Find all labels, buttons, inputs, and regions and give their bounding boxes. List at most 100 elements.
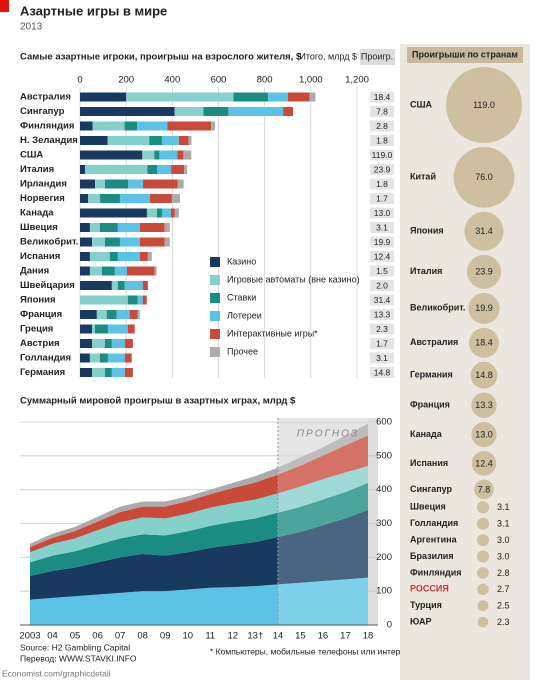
- bar-segment: [92, 339, 105, 348]
- bubble: [474, 479, 494, 500]
- total-value: 31.4: [374, 295, 391, 305]
- total-box: [370, 367, 394, 378]
- total-value: 23.9: [374, 164, 391, 174]
- site: Economist.com/graphicdetail: [2, 668, 111, 678]
- total-box: [370, 251, 394, 262]
- total-value: 3.1: [376, 222, 388, 232]
- bar-segment: [119, 194, 150, 203]
- total-value: 19.9: [374, 237, 391, 247]
- total-box: [370, 280, 394, 291]
- legend-label: Интерактивные игры*: [227, 328, 318, 338]
- bar-segment: [80, 208, 147, 218]
- footnote: * Компьютеры, мобильные телефоны или инт…: [210, 646, 450, 656]
- y-tick-label: 500: [376, 450, 392, 461]
- bubble-value: 3.1: [497, 519, 510, 529]
- bubble-title: Проигрыши по странам: [412, 49, 518, 59]
- bubble-value: 12.4: [475, 458, 493, 468]
- bar-segment: [80, 107, 175, 116]
- total-value: 18.4: [374, 92, 391, 102]
- bubble: [464, 211, 504, 251]
- bubble: [477, 600, 489, 612]
- total-box: [370, 164, 394, 175]
- area-layer: [30, 435, 368, 553]
- bar-segment: [89, 266, 102, 276]
- bubble-country: Бразилия: [410, 551, 454, 561]
- bar-segment: [127, 324, 135, 334]
- bar-segment: [233, 92, 269, 102]
- bar-segment: [167, 121, 212, 131]
- bar-segment: [80, 136, 108, 145]
- x-tick-label: 10: [182, 631, 193, 642]
- bar-segment: [104, 368, 112, 377]
- total-value: 3.1: [376, 353, 388, 363]
- bar-segment: [80, 179, 96, 189]
- category-label: Австрия: [20, 338, 60, 349]
- bar-title: Самые азартные игроки, проигрыш на взрос…: [20, 52, 302, 63]
- bar-segment: [161, 136, 179, 145]
- category-label: Япония: [20, 295, 56, 306]
- bubble: [466, 254, 502, 289]
- bubble-country: Великобрит.: [410, 303, 465, 313]
- bar-segment: [171, 165, 185, 174]
- bar-segment: [89, 252, 110, 261]
- bar-segment: [92, 121, 125, 131]
- bar-segment: [114, 266, 127, 276]
- bar-segment: [149, 136, 162, 145]
- bar-segment: [117, 223, 140, 232]
- bar-segment: [95, 179, 105, 189]
- forecast-label: ПРОГНОЗ: [297, 429, 359, 440]
- translation: Перевод: WWW.STAVKI.INFO: [20, 653, 137, 663]
- bar-segment: [111, 368, 125, 377]
- x-tick-label: 13†: [247, 631, 263, 642]
- total-value: 2.3: [376, 324, 388, 334]
- legend-swatch: [210, 275, 220, 285]
- category-label: Н. Зеландия: [20, 135, 78, 146]
- bar-segment: [139, 252, 148, 261]
- bubble-value: 2.8: [497, 568, 510, 578]
- x-tick-label: 15: [295, 631, 306, 642]
- bar-segment: [287, 92, 310, 102]
- bubble-country: Китай: [410, 172, 436, 182]
- bubble-value: 3.0: [497, 551, 510, 561]
- total-value: 1.7: [376, 338, 388, 348]
- bar-segment: [137, 121, 168, 131]
- bar-segment: [80, 150, 143, 160]
- bar-segment: [80, 295, 128, 305]
- bar-segment: [80, 92, 127, 102]
- bubble: [477, 567, 489, 579]
- total-box: [370, 178, 394, 190]
- bar-segment: [154, 150, 160, 160]
- bar-segment: [96, 310, 107, 319]
- bubble: [476, 501, 490, 514]
- total-value: 1.8: [376, 179, 388, 189]
- bar-segment: [184, 165, 188, 174]
- legend-label: Прочее: [227, 346, 258, 356]
- bar-segment: [92, 324, 96, 334]
- bar-segment: [99, 223, 118, 232]
- y-tick-label: 400: [376, 484, 392, 495]
- charts: 0 200 400 600 800 1,000 1,200 Австралия 18.4 Синг…: [19, 75, 394, 642]
- y-tick-label: 100: [376, 586, 392, 597]
- bubble-country: Сингапур: [410, 484, 453, 494]
- bar-segment: [129, 310, 138, 319]
- bubble: [470, 361, 498, 389]
- bubble-value: 13.3: [475, 400, 493, 410]
- bar-segment: [88, 194, 101, 203]
- bubble-country: Канада: [410, 429, 443, 439]
- bar-segment: [89, 353, 100, 363]
- bubble-country: Австралия: [410, 337, 458, 347]
- bubble: [477, 583, 489, 596]
- bar-segment: [127, 295, 138, 305]
- category-label: Сингапур: [20, 106, 65, 117]
- bubble: [446, 67, 522, 143]
- x-tick-label: 600: [211, 75, 227, 86]
- category-label: Греция: [20, 324, 53, 335]
- total-box: [370, 120, 394, 132]
- total-box: [370, 135, 394, 146]
- bubble-country: Финляндия: [410, 567, 462, 577]
- bar-segment: [80, 237, 93, 247]
- logo-mark: [0, 0, 9, 12]
- bubble-value: 2.7: [497, 584, 510, 594]
- bar-segment: [107, 136, 150, 145]
- total-box: [370, 236, 394, 248]
